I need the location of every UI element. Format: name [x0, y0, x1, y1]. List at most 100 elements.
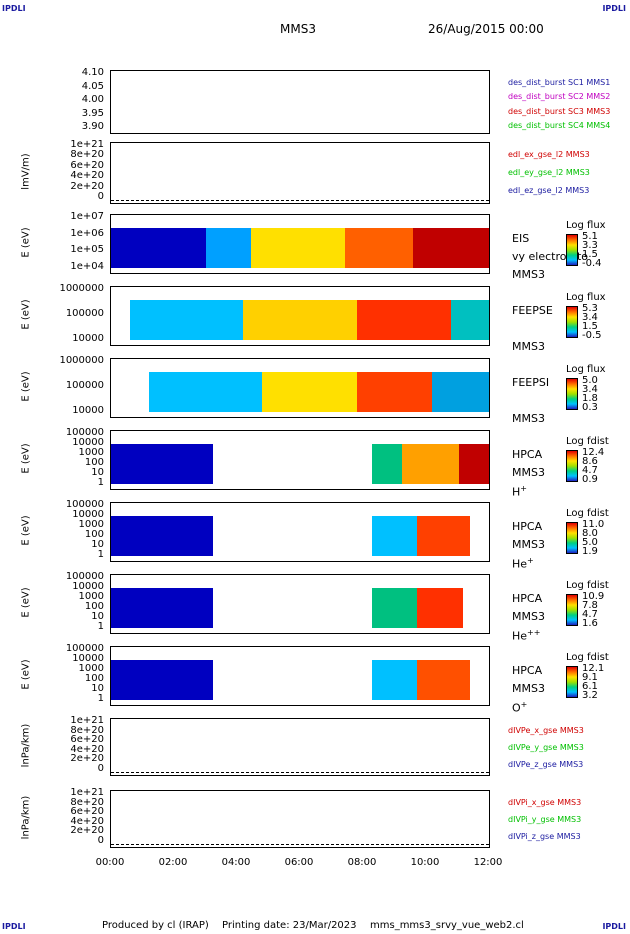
- legend-entry: des_dist_burst SC4 MMS4: [508, 121, 611, 131]
- spectrogram-band: [111, 443, 214, 485]
- panel-8: [110, 574, 490, 634]
- corner-label-tl: IPDLI: [2, 4, 26, 13]
- y-tick-label: 100000: [65, 308, 104, 319]
- legend-entry: dIVPe_z_gse MMS3: [508, 759, 584, 769]
- spectrogram-band: [345, 227, 414, 269]
- colorbar: [566, 378, 578, 410]
- y-tick-label: 1000: [78, 519, 104, 530]
- y-tick-label: 1: [97, 549, 104, 560]
- colorbar-value: 8.0: [582, 528, 598, 539]
- y-tick-label: 1e+06: [70, 227, 104, 239]
- colorbar-value: 3.4: [582, 384, 598, 395]
- y-tick-label: 1000000: [59, 283, 104, 294]
- colorbar-value: 10.9: [582, 591, 605, 602]
- legend-entry: edl_ex_gse_l2 MMS3: [508, 150, 590, 159]
- spectrogram-band: [402, 443, 459, 485]
- y-tick-label: 4.00: [81, 94, 104, 105]
- colorbar-value: 3.4: [582, 312, 598, 323]
- colorbar-value: 7.8: [582, 600, 598, 611]
- instrument-label: MMS3: [512, 340, 545, 353]
- colorbar-value: -0.4: [582, 258, 602, 269]
- colorbar: [566, 594, 578, 626]
- spectrogram-band: [262, 371, 357, 413]
- spectrogram-band: [356, 371, 433, 413]
- spectrogram-band: [205, 227, 251, 269]
- y-tick-label: 1000: [78, 663, 104, 674]
- y-tick-label: 100000: [65, 643, 104, 654]
- instrument-label: MMS3: [512, 268, 545, 281]
- instrument-label: HPCA: [512, 592, 543, 605]
- footer-producer: Produced by cl (IRAP): [102, 920, 209, 931]
- y-tick-label: 10000: [72, 509, 104, 520]
- instrument-label: MMS3: [512, 412, 545, 425]
- colorbar-value: 8.6: [582, 456, 598, 467]
- colorbar-title: Log flux: [566, 220, 606, 231]
- y-tick-label: 100000: [65, 427, 104, 438]
- y-tick-label: 4e+20: [70, 743, 104, 755]
- y-tick-label: 100000: [65, 499, 104, 510]
- instrument-label: He++: [512, 628, 541, 643]
- instrument-label: HPCA: [512, 448, 543, 461]
- colorbar-value: 1.6: [582, 618, 598, 629]
- spectrogram-band: [250, 227, 346, 269]
- legend-entry: dIVPi_x_gse MMS3: [508, 798, 582, 807]
- y-tick-label: 6e+20: [70, 806, 104, 818]
- colorbar: [566, 306, 578, 338]
- colorbar: [566, 234, 578, 266]
- colorbar-title: Log fdist: [566, 508, 609, 519]
- colorbar-title: Log fdist: [566, 580, 609, 591]
- instrument-label: MMS3: [512, 538, 545, 551]
- spectrogram-band: [413, 227, 489, 269]
- y-tick-label: 1e+07: [70, 211, 104, 222]
- spectrogram-band: [451, 299, 489, 341]
- x-tick-label: 00:00: [95, 857, 125, 868]
- legend-entry: edl_ey_gse_l2 MMS3: [508, 168, 590, 178]
- y-axis-label: lmV/m): [20, 153, 32, 190]
- y-axis-label: E (eV): [20, 299, 32, 330]
- y-axis-label: E (eV): [20, 227, 32, 258]
- legend-entry: des_dist_burst SC1 MMS1: [508, 78, 611, 87]
- spectrogram-band: [213, 443, 372, 485]
- instrument-label: EIS: [512, 232, 530, 245]
- y-tick-label: 100: [84, 601, 104, 612]
- corner-label-br: IPDLI: [602, 922, 626, 931]
- y-axis-label: E (eV): [20, 587, 32, 618]
- instrument-label: FEEPSE: [512, 304, 553, 317]
- y-tick-label: 4e+20: [70, 815, 104, 827]
- header-date: 26/Aug/2015 00:00: [428, 22, 544, 36]
- y-tick-label: 2e+20: [70, 753, 104, 765]
- y-tick-label: 1e+04: [70, 261, 104, 272]
- spectrogram-band: [470, 659, 489, 701]
- y-tick-label: 1000000: [59, 355, 104, 366]
- y-tick-label: 1000: [78, 447, 104, 458]
- legend-entry: des_dist_burst SC3 MMS3: [508, 106, 611, 116]
- spectrogram-band: [243, 299, 357, 341]
- legend-entry: edl_ez_gse_l2 MMS3: [508, 186, 590, 196]
- instrument-label: MMS3: [512, 610, 545, 623]
- spectrogram-band: [462, 587, 489, 629]
- colorbar-value: 1.5: [582, 249, 598, 260]
- spectrogram-band: [470, 515, 489, 557]
- corner-label-bl: IPDLI: [2, 922, 26, 931]
- y-tick-label: 4.05: [81, 80, 104, 92]
- y-tick-label: 3.90: [81, 121, 104, 132]
- colorbar: [566, 522, 578, 554]
- y-tick-label: 6e+20: [70, 734, 104, 746]
- panel-10: [110, 718, 490, 776]
- y-tick-label: 2e+20: [70, 180, 104, 192]
- y-tick-label: 1: [97, 621, 104, 632]
- panel-5: [110, 358, 490, 418]
- spectrogram-band: [148, 371, 263, 413]
- colorbar-value: 1.8: [582, 393, 598, 404]
- header-spacecraft: MMS3: [280, 22, 316, 36]
- colorbar-title: Log flux: [566, 364, 606, 375]
- colorbar-value: 5.1: [582, 231, 598, 242]
- instrument-label: H+: [512, 484, 527, 499]
- x-tick-label: 12:00: [473, 857, 503, 868]
- colorbar-value: 5.3: [582, 303, 598, 314]
- legend-entry: dIVPi_y_gse MMS3: [508, 814, 582, 824]
- y-tick-label: 1e+05: [70, 244, 104, 256]
- spectrogram-band: [417, 515, 471, 557]
- y-axis-label: E (eV): [20, 515, 32, 546]
- y-axis-label: E (eV): [20, 443, 32, 474]
